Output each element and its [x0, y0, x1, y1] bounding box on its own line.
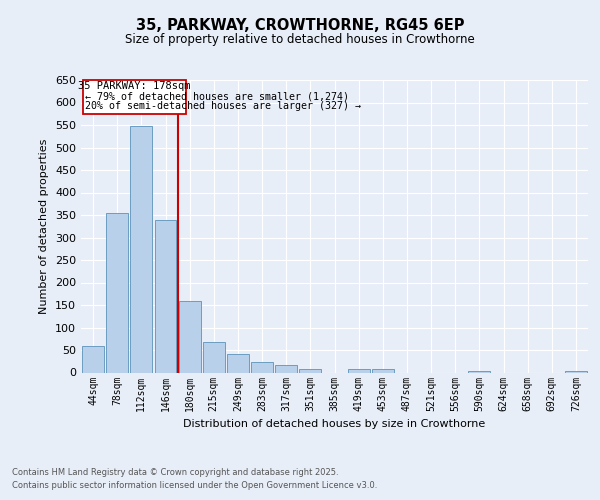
Bar [155, 220, 176, 372]
Bar [227, 354, 249, 372]
FancyBboxPatch shape [83, 80, 186, 114]
Text: Contains public sector information licensed under the Open Government Licence v3: Contains public sector information licen… [12, 480, 377, 490]
Bar [348, 369, 370, 372]
Y-axis label: Number of detached properties: Number of detached properties [40, 138, 49, 314]
Bar [372, 369, 394, 372]
Bar [251, 362, 273, 372]
Text: 20% of semi-detached houses are larger (327) →: 20% of semi-detached houses are larger (… [85, 101, 361, 111]
Bar [565, 371, 587, 372]
Text: 35, PARKWAY, CROWTHORNE, RG45 6EP: 35, PARKWAY, CROWTHORNE, RG45 6EP [136, 18, 464, 32]
Bar [469, 370, 490, 372]
Bar [203, 342, 224, 372]
Text: Contains HM Land Registry data © Crown copyright and database right 2025.: Contains HM Land Registry data © Crown c… [12, 468, 338, 477]
Bar [179, 302, 200, 372]
X-axis label: Distribution of detached houses by size in Crowthorne: Distribution of detached houses by size … [184, 419, 485, 429]
Text: ← 79% of detached houses are smaller (1,274): ← 79% of detached houses are smaller (1,… [85, 92, 349, 102]
Bar [130, 126, 152, 372]
Bar [275, 365, 297, 372]
Text: Size of property relative to detached houses in Crowthorne: Size of property relative to detached ho… [125, 32, 475, 46]
Bar [299, 370, 321, 372]
Text: 35 PARKWAY: 178sqm: 35 PARKWAY: 178sqm [79, 82, 191, 92]
Bar [106, 213, 128, 372]
Bar [82, 346, 104, 372]
